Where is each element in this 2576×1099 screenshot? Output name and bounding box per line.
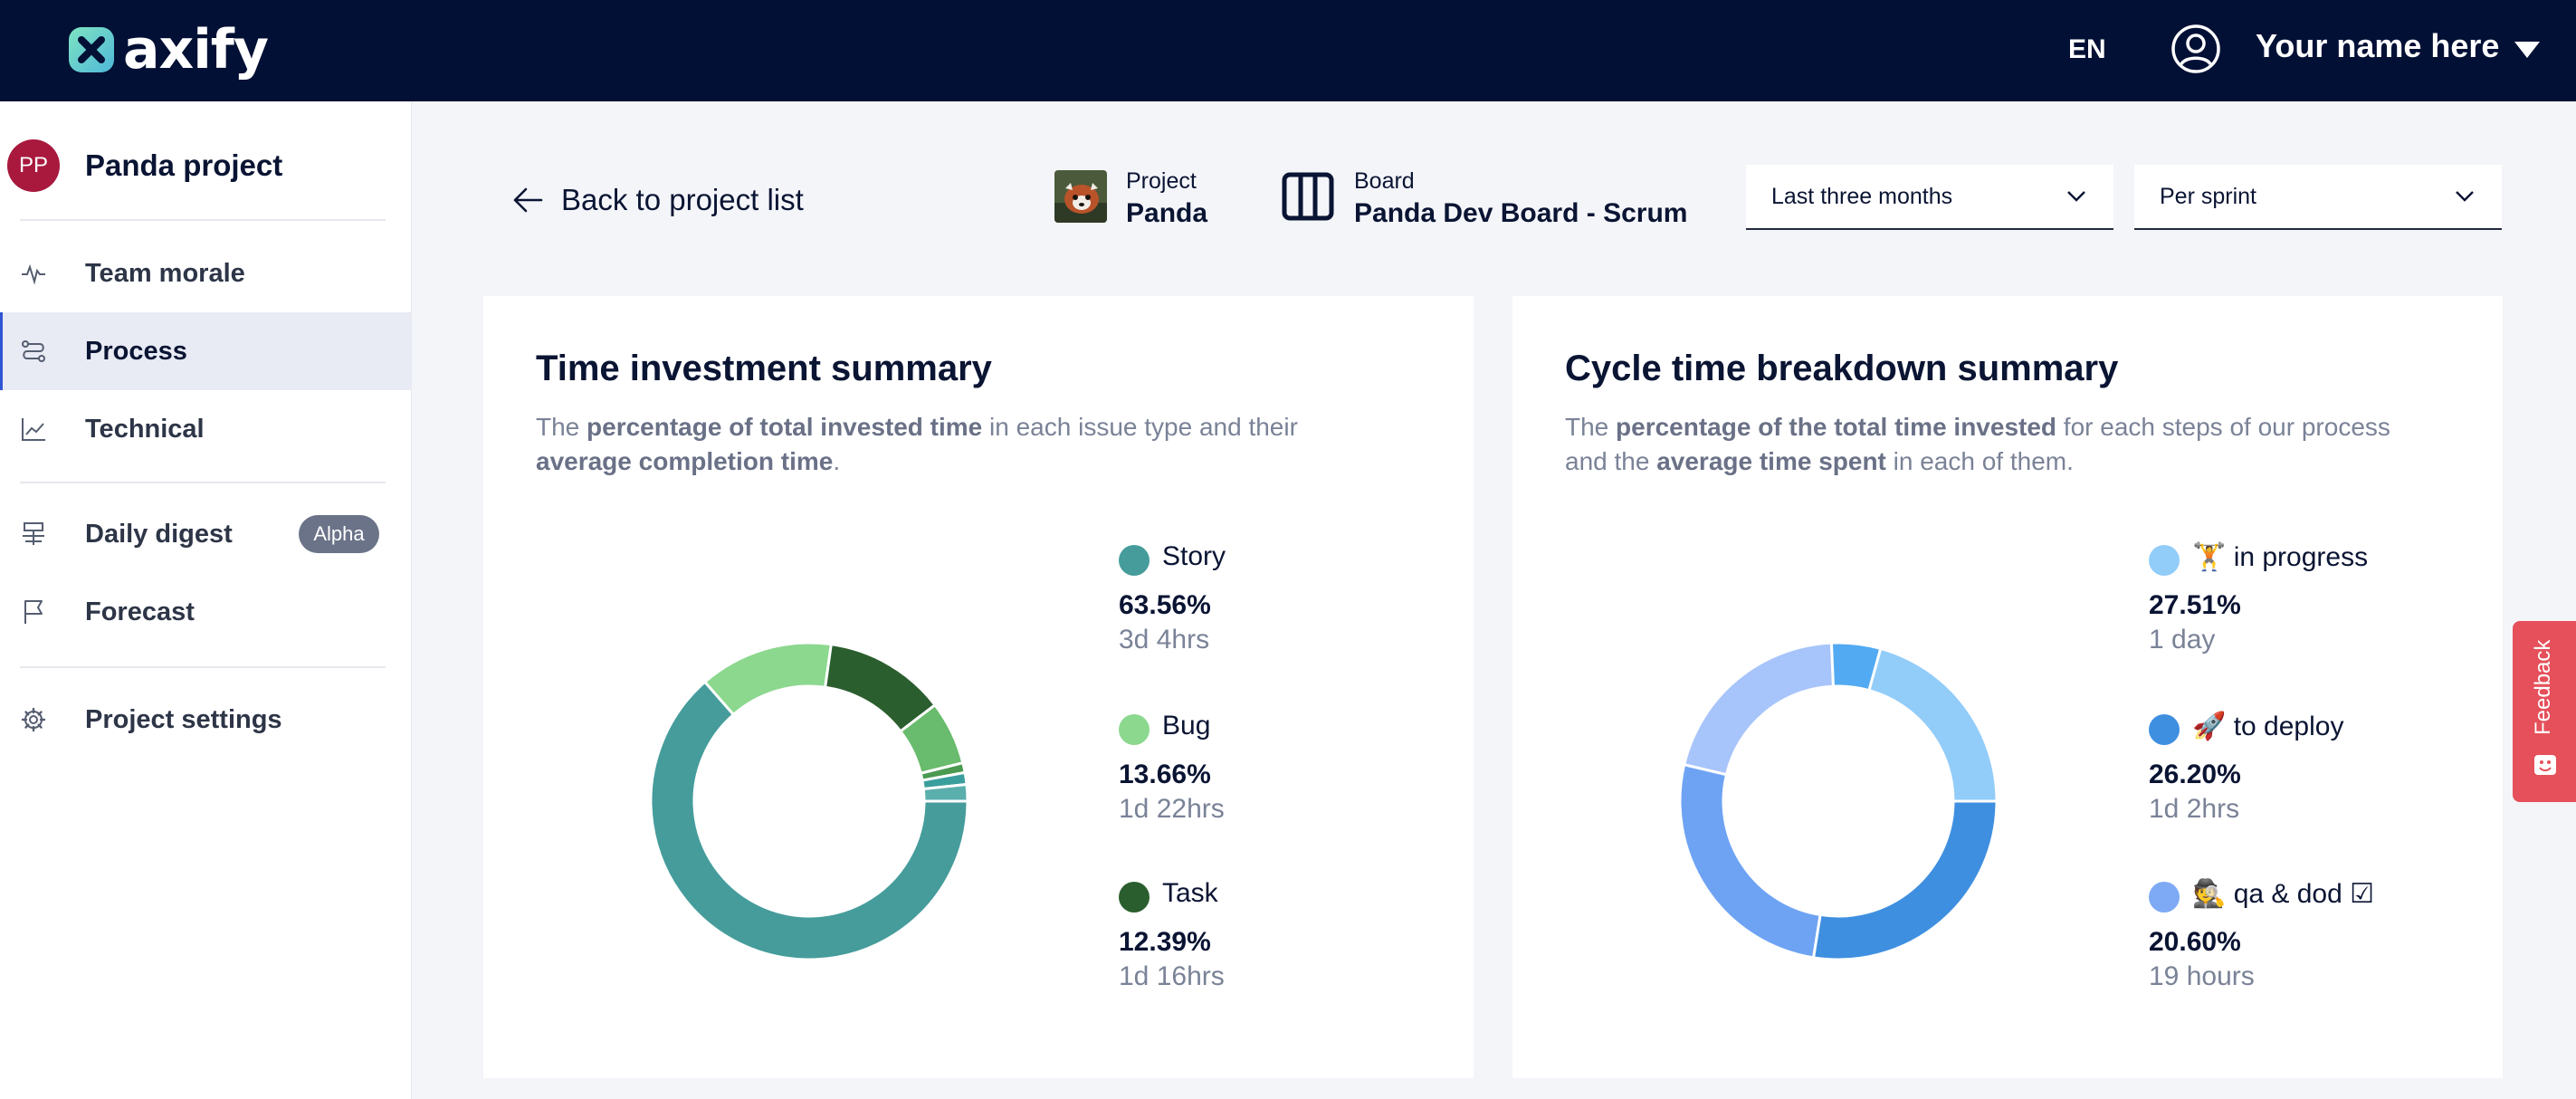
legend-item-bug[interactable]: Bug 13.66% 1d 22hrs bbox=[1119, 705, 1445, 841]
legend-percent: 26.20% bbox=[2149, 760, 2241, 789]
board-label: Board bbox=[1354, 168, 1415, 194]
project-value: Panda bbox=[1126, 198, 1208, 228]
card-description: The percentage of total invested time in… bbox=[536, 413, 1298, 475]
donut-slice-1-0[interactable] bbox=[1811, 799, 1999, 961]
legend-name: 🚀 to deploy bbox=[2192, 712, 2344, 741]
legend-name: Story bbox=[1162, 541, 1226, 571]
granularity-select-value: Per sprint bbox=[2160, 183, 2256, 209]
sidebar-divider bbox=[20, 666, 386, 668]
donut-slice-1-1[interactable] bbox=[1678, 762, 1822, 960]
process-flow-icon bbox=[22, 340, 45, 362]
sidebar-item-label: Project settings bbox=[85, 704, 282, 734]
sidebar-item-daily-digest[interactable]: Daily digest Alpha bbox=[0, 495, 412, 573]
sidebar: PP Panda project Team morale Process Tec… bbox=[0, 101, 412, 1099]
axify-logo-icon bbox=[69, 27, 114, 72]
period-select-value: Last three months bbox=[1771, 183, 1953, 209]
card-title: Time investment summary bbox=[536, 349, 992, 388]
sidebar-divider bbox=[20, 482, 386, 483]
red-panda-image-icon bbox=[1054, 170, 1107, 223]
sidebar-item-label: Daily digest bbox=[85, 519, 233, 549]
legend-item-in-progress[interactable]: 🏋 in progress 27.51% 1 day bbox=[2149, 536, 2475, 672]
line-chart-icon bbox=[22, 418, 45, 441]
chevron-down-icon bbox=[2456, 191, 2474, 202]
donut-slice-0-6[interactable] bbox=[921, 782, 969, 803]
legend-dot bbox=[1119, 882, 1150, 913]
donut-slice-0-0[interactable] bbox=[649, 680, 969, 961]
period-select[interactable]: Last three months bbox=[1746, 165, 2113, 230]
arrow-left-icon bbox=[513, 187, 543, 213]
card-title: Cycle time breakdown summary bbox=[1565, 349, 2119, 388]
sidebar-divider bbox=[20, 219, 386, 221]
granularity-select[interactable]: Per sprint bbox=[2134, 165, 2502, 230]
sidebar-item-label: Process bbox=[85, 336, 187, 366]
donut-slice-0-1[interactable] bbox=[702, 641, 834, 717]
digest-icon bbox=[23, 522, 44, 545]
sidebar-item-label: Forecast bbox=[85, 597, 195, 626]
legend-percent: 27.51% bbox=[2149, 590, 2241, 620]
legend-item-task[interactable]: Task 12.39% 1d 16hrs bbox=[1119, 873, 1445, 1008]
sidebar-item-process[interactable]: Process bbox=[0, 312, 412, 390]
project-title[interactable]: Panda project bbox=[85, 148, 283, 182]
legend-dot bbox=[2149, 714, 2180, 745]
legend-percent: 13.66% bbox=[1119, 760, 1211, 789]
top-bar: axify EN Your name here bbox=[0, 0, 2576, 101]
language-switch[interactable]: EN bbox=[2068, 34, 2106, 64]
axify-logo[interactable]: axify bbox=[67, 18, 269, 81]
donut-slice-1-2[interactable] bbox=[1682, 641, 1836, 777]
gear-icon bbox=[21, 707, 46, 732]
sidebar-item-label: Technical bbox=[85, 414, 205, 444]
project-thumbnail bbox=[1054, 170, 1107, 223]
board-columns-icon bbox=[1282, 172, 1334, 221]
time-investment-card: Time investment summary The percentage o… bbox=[483, 296, 1474, 1078]
legend-item-qa-dod[interactable]: 🕵 qa & dod ☑ 20.60% 19 hours bbox=[2149, 873, 2475, 1008]
flag-icon bbox=[24, 600, 43, 624]
legend-time: 1d 16hrs bbox=[1119, 961, 1225, 991]
legend-name: 🏋 in progress bbox=[2192, 542, 2369, 572]
legend-dot bbox=[1119, 714, 1150, 745]
sidebar-item-forecast[interactable]: Forecast bbox=[0, 573, 412, 651]
logo-text: axify bbox=[123, 18, 269, 81]
legend-time: 3d 4hrs bbox=[1119, 625, 1210, 655]
user-avatar-icon[interactable] bbox=[2171, 24, 2221, 74]
user-name[interactable]: Your name here bbox=[2256, 27, 2500, 64]
donut-slice-1-4[interactable] bbox=[1867, 646, 1999, 803]
sidebar-item-technical[interactable]: Technical bbox=[0, 390, 412, 468]
caret-down-icon[interactable] bbox=[2513, 40, 2542, 60]
feedback-smile-icon bbox=[2534, 755, 2556, 775]
project-label: Project bbox=[1126, 168, 1197, 194]
legend-item-to-deploy[interactable]: 🚀 to deploy 26.20% 1d 2hrs bbox=[2149, 705, 2475, 841]
pulse-icon bbox=[22, 263, 45, 285]
legend-dot bbox=[1119, 545, 1150, 576]
feedback-label: Feedback bbox=[2531, 639, 2555, 735]
legend-dot bbox=[2149, 545, 2180, 576]
project-avatar: PP bbox=[7, 139, 60, 192]
legend-time: 1d 2hrs bbox=[2149, 794, 2240, 824]
legend-time: 1d 22hrs bbox=[1119, 794, 1225, 824]
legend-name: Task bbox=[1162, 878, 1218, 908]
legend-name: 🕵 qa & dod ☑ bbox=[2192, 879, 2375, 909]
cycle-time-donut-chart bbox=[1678, 641, 1999, 961]
legend-time: 19 hours bbox=[2149, 961, 2255, 991]
card-description: The percentage of the total time investe… bbox=[1565, 413, 2390, 475]
project-info: Project Panda bbox=[1126, 165, 1207, 230]
cycle-time-card: Cycle time breakdown summary The percent… bbox=[1512, 296, 2503, 1078]
legend-item-story[interactable]: Story 63.56% 3d 4hrs bbox=[1119, 536, 1445, 672]
sidebar-item-label: Team morale bbox=[85, 258, 245, 288]
legend-time: 1 day bbox=[2149, 625, 2216, 655]
sidebar-item-team-morale[interactable]: Team morale bbox=[0, 234, 412, 312]
legend-percent: 12.39% bbox=[1119, 927, 1211, 957]
legend-percent: 20.60% bbox=[2149, 927, 2241, 957]
back-to-project-list-link[interactable]: Back to project list bbox=[512, 183, 804, 217]
legend-name: Bug bbox=[1162, 711, 1211, 741]
chevron-down-icon bbox=[2067, 191, 2085, 202]
legend-percent: 63.56% bbox=[1119, 590, 1211, 620]
sidebar-item-project-settings[interactable]: Project settings bbox=[0, 681, 412, 759]
board-value: Panda Dev Board - Scrum bbox=[1354, 198, 1688, 228]
feedback-tab[interactable]: Feedback bbox=[2513, 621, 2576, 802]
board-info: Board Panda Dev Board - Scrum bbox=[1354, 165, 1687, 230]
alpha-badge: Alpha bbox=[299, 515, 379, 553]
back-link-label: Back to project list bbox=[561, 183, 804, 216]
time-investment-donut-chart bbox=[649, 641, 969, 961]
legend-dot bbox=[2149, 882, 2180, 913]
